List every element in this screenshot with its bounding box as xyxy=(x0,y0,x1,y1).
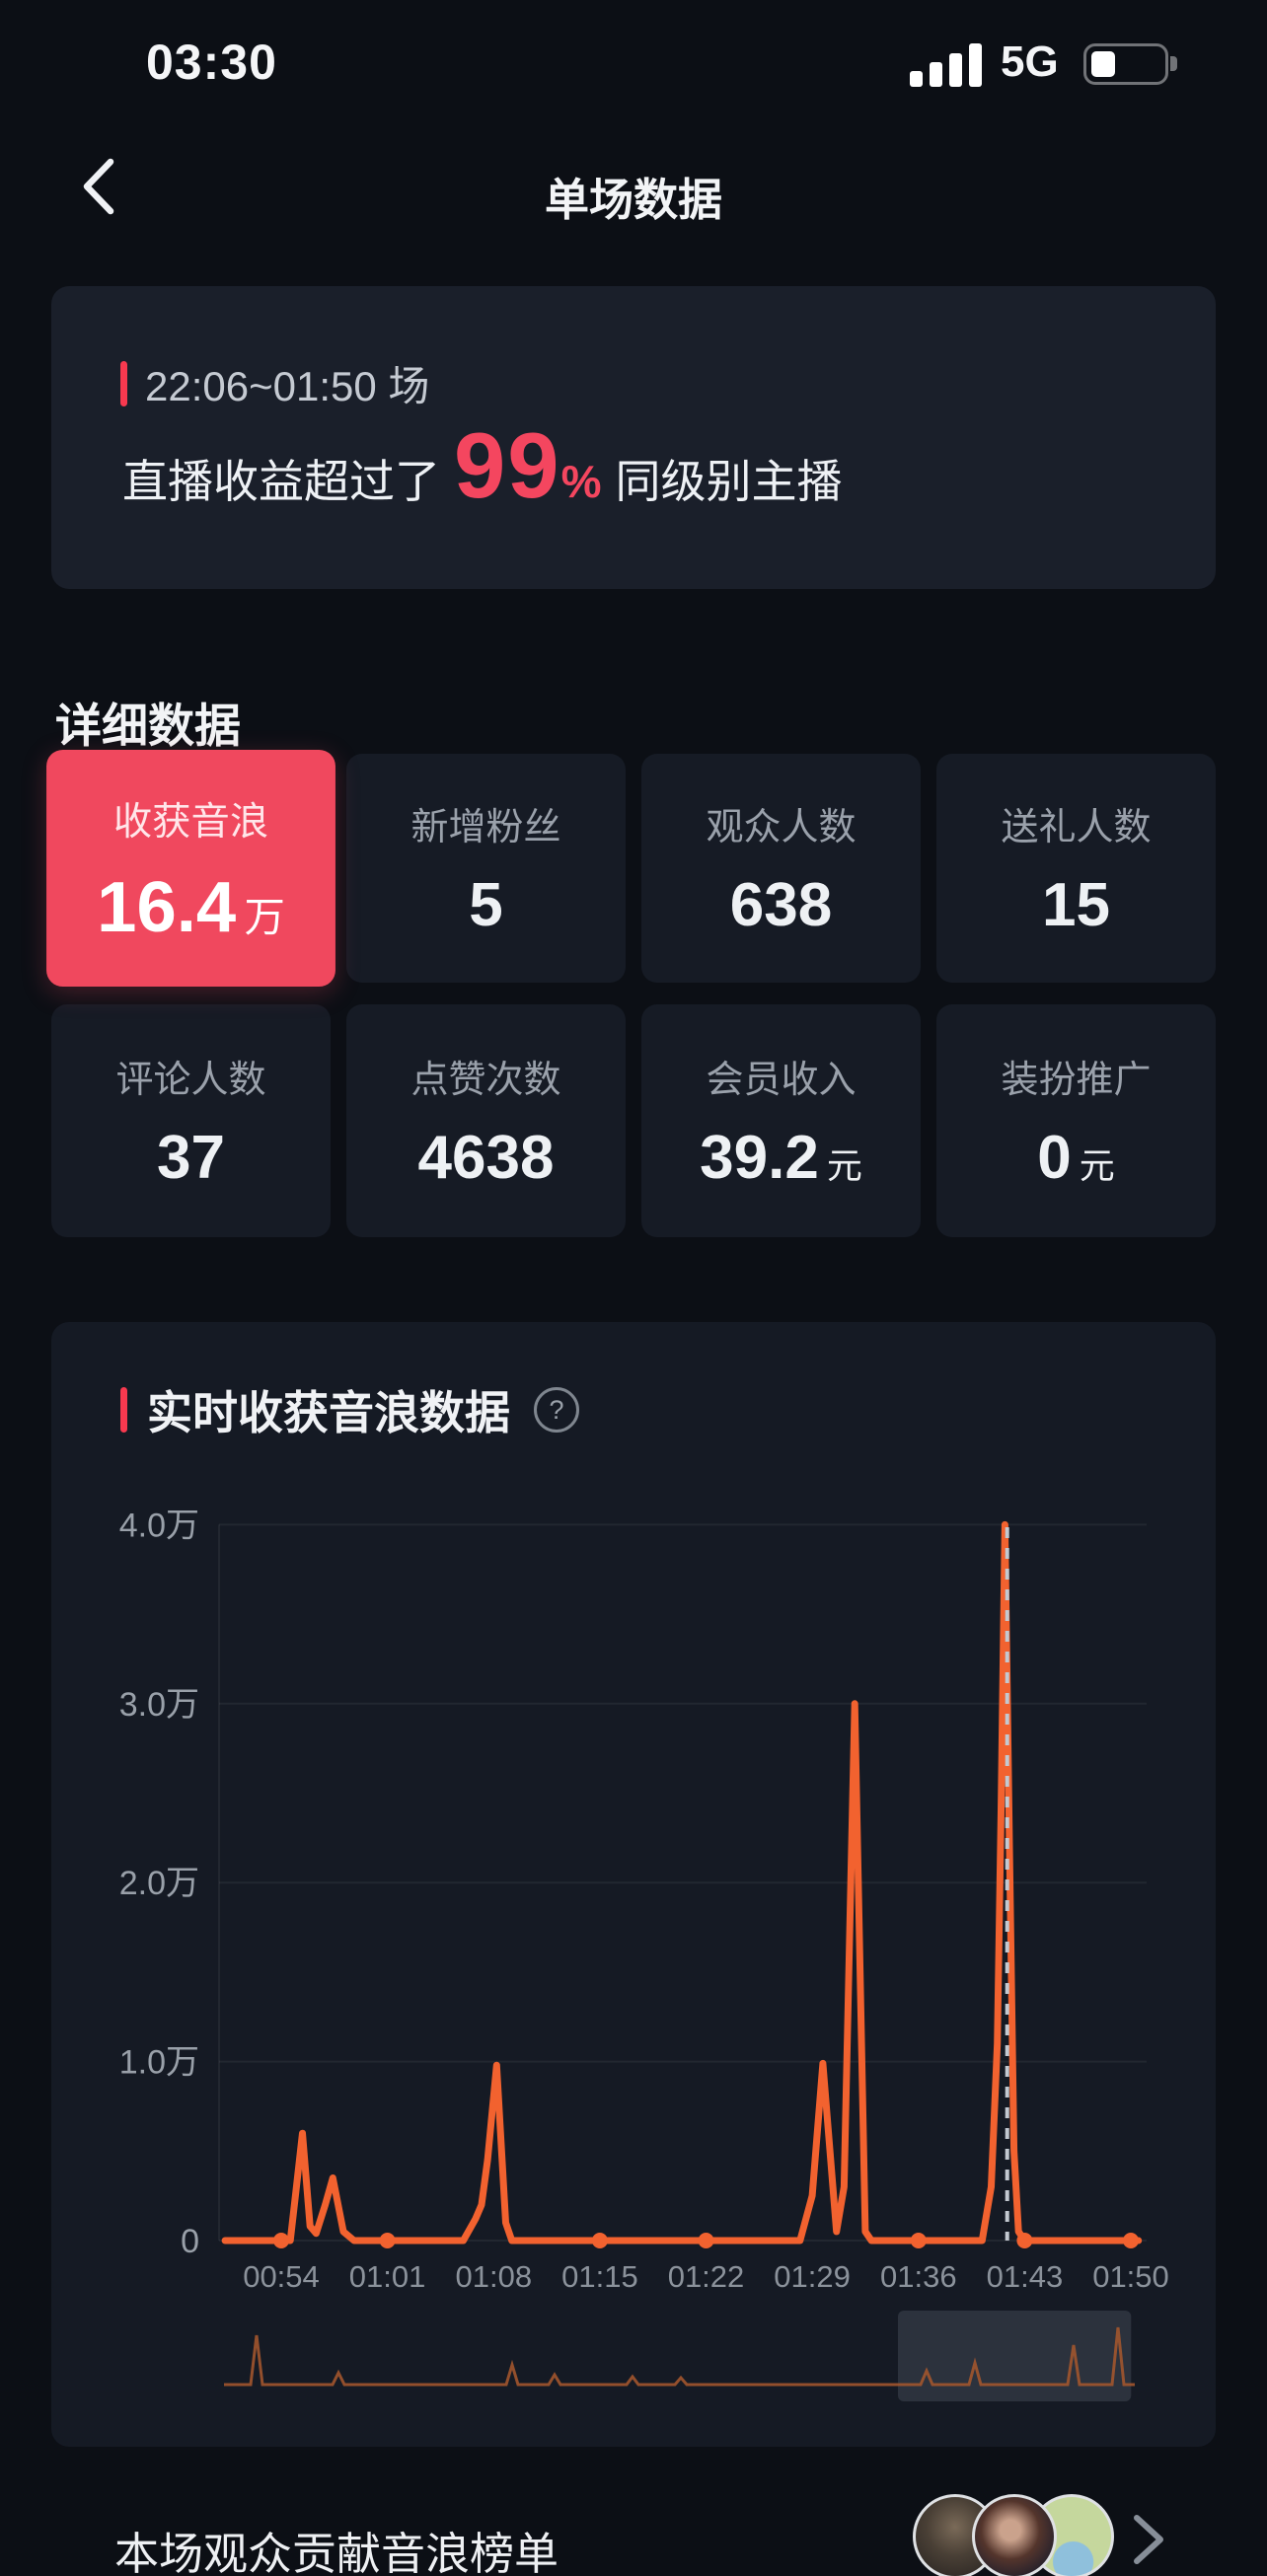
stat-value: 39.2 元 xyxy=(700,1124,862,1192)
status-time: 03:30 xyxy=(146,35,277,90)
stat-card-4[interactable]: 送礼人数 15 xyxy=(936,754,1216,983)
stat-unit: 元 xyxy=(826,1145,862,1186)
stat-label: 会员收入 xyxy=(706,1060,857,1101)
svg-text:0: 0 xyxy=(181,2223,199,2260)
signal-icon xyxy=(910,43,982,87)
network-label: 5G xyxy=(1001,37,1059,86)
svg-text:00:54: 00:54 xyxy=(243,2259,320,2294)
session-label: 22:06~01:50 场 xyxy=(145,363,430,409)
svg-text:2.0万: 2.0万 xyxy=(119,1865,199,1902)
svg-text:01:08: 01:08 xyxy=(456,2259,533,2294)
stat-label: 点赞次数 xyxy=(410,1060,561,1101)
stat-card-6[interactable]: 点赞次数 4638 xyxy=(346,1004,626,1237)
svg-text:3.0万: 3.0万 xyxy=(119,1686,199,1724)
svg-text:1.0万: 1.0万 xyxy=(119,2044,199,2082)
battery-fill xyxy=(1091,51,1115,77)
stat-card-5[interactable]: 评论人数 37 xyxy=(51,1004,331,1237)
benefit-row: 直播收益超过了 99 % 同级别主播 xyxy=(122,412,842,519)
details-section-title: 详细数据 xyxy=(55,699,241,752)
chart-title: 实时收获音浪数据 xyxy=(147,1387,510,1438)
help-icon[interactable]: ? xyxy=(534,1387,579,1433)
stat-label: 收获音浪 xyxy=(112,800,269,844)
stat-label: 新增粉丝 xyxy=(410,807,561,848)
percent-sign: % xyxy=(560,456,602,507)
summary-card: 22:06~01:50 场 直播收益超过了 99 % 同级别主播 xyxy=(51,286,1216,589)
stat-card-7[interactable]: 会员收入 39.2 元 xyxy=(641,1004,921,1237)
stat-label: 观众人数 xyxy=(706,807,857,848)
stat-value: 638 xyxy=(729,871,833,939)
chart-header: 实时收获音浪数据 ? xyxy=(120,1377,579,1442)
accent-bar-icon xyxy=(120,1387,127,1433)
stat-label: 装扮推广 xyxy=(1001,1060,1152,1101)
contribution-rank-title: 本场观众贡献音浪榜单 xyxy=(114,2529,559,2576)
benefit-suffix: 同级别主播 xyxy=(615,456,843,507)
stat-value: 5 xyxy=(469,871,503,939)
svg-text:01:15: 01:15 xyxy=(561,2259,638,2294)
back-button[interactable] xyxy=(79,156,118,217)
session-row: 22:06~01:50 场 xyxy=(120,353,429,413)
stat-label: 评论人数 xyxy=(115,1060,266,1101)
benefit-prefix: 直播收益超过了 xyxy=(122,456,440,507)
realtime-line-chart[interactable]: 0 1.0万 2.0万 3.0万 4.0万 00:54 01:01 01:08 01:15 01:… xyxy=(51,1322,1216,2447)
stat-card-8[interactable]: 装扮推广 0 元 xyxy=(936,1004,1216,1237)
realtime-chart-card: 实时收获音浪数据 ? 0 1.0万 2.0万 3.0万 4.0万 00:54 01:01 01… xyxy=(51,1322,1216,2447)
svg-text:01:43: 01:43 xyxy=(987,2259,1064,2294)
stat-grid: 收获音浪 16.4 万 新增粉丝 5 观众人数 638 送礼人数 15 评论人数 37 点赞次数 463… xyxy=(46,749,1216,1237)
page-title: 单场数据 xyxy=(544,175,722,225)
stat-card-1[interactable]: 收获音浪 16.4 万 xyxy=(46,749,335,988)
svg-text:01:36: 01:36 xyxy=(880,2259,957,2294)
battery-tip xyxy=(1170,56,1177,71)
svg-text:01:01: 01:01 xyxy=(349,2259,426,2294)
svg-text:01:29: 01:29 xyxy=(774,2259,851,2294)
stat-value: 4638 xyxy=(417,1124,555,1192)
stat-card-2[interactable]: 新增粉丝 5 xyxy=(346,754,626,983)
stat-value: 16.4 万 xyxy=(97,866,285,947)
svg-text:4.0万: 4.0万 xyxy=(119,1507,199,1544)
benefit-percent: 99 xyxy=(454,413,561,517)
chevron-right-icon xyxy=(1134,2515,1163,2564)
avatar xyxy=(972,2494,1057,2576)
svg-text:01:50: 01:50 xyxy=(1092,2259,1169,2294)
stat-unit: 万 xyxy=(244,895,285,940)
battery-icon xyxy=(1083,43,1168,85)
stat-value: 37 xyxy=(157,1124,225,1192)
stat-unit: 元 xyxy=(1079,1145,1115,1186)
accent-bar-icon xyxy=(120,360,127,406)
stat-card-3[interactable]: 观众人数 638 xyxy=(641,754,921,983)
stat-label: 送礼人数 xyxy=(1001,807,1152,848)
svg-text:01:22: 01:22 xyxy=(668,2259,745,2294)
stat-value: 15 xyxy=(1042,871,1110,939)
